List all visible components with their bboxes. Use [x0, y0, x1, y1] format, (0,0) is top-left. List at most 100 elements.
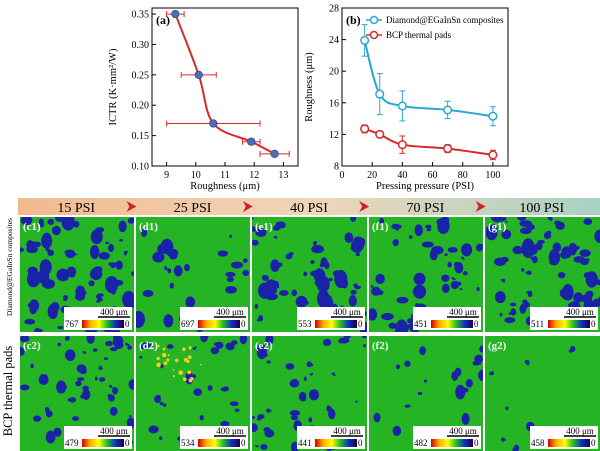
colorbar	[548, 439, 590, 447]
map-spot	[328, 408, 336, 420]
map-spot	[61, 217, 75, 231]
panel-a-ytick-label: 0.15	[132, 131, 150, 142]
map-spot	[24, 318, 36, 325]
map-spot	[423, 379, 428, 383]
map-spot	[448, 264, 452, 267]
pressure-label: 40 PSI	[290, 201, 328, 216]
map-spot	[272, 225, 281, 231]
map-spots	[373, 345, 483, 437]
map-spot	[396, 296, 409, 304]
map-spot	[516, 248, 524, 254]
map-spot	[344, 232, 354, 243]
colorbar-max: 553	[298, 319, 312, 329]
map-spot	[141, 228, 148, 238]
map-spot	[395, 319, 409, 332]
map-spot	[124, 342, 128, 345]
map-spot	[118, 220, 127, 233]
map-spot	[517, 217, 527, 221]
panel-b-frame	[341, 7, 509, 167]
panel-a: 9 10 11 12 13 0.10 0.15 0.20 0.25 0.30 0.35 (a) Ro…	[108, 7, 299, 192]
map-spot	[522, 299, 528, 304]
map-spot	[217, 250, 229, 257]
map-spot	[362, 336, 367, 339]
map-spot	[43, 241, 50, 247]
map-spot	[554, 220, 561, 226]
banner-arrow-icon	[126, 201, 137, 212]
map-label: (f2)	[372, 340, 389, 352]
map-spot	[310, 270, 319, 277]
map-spot	[524, 359, 530, 364]
colorbar-min: 0	[125, 319, 130, 329]
map-spot	[455, 281, 462, 286]
panel-a-point	[194, 70, 203, 79]
map-spot	[92, 348, 98, 352]
map-hotspot	[156, 356, 160, 361]
map-spot	[23, 336, 28, 337]
map-spot	[395, 364, 401, 370]
map-spot	[322, 338, 332, 347]
map-spot	[169, 253, 178, 260]
map-spot	[581, 294, 593, 304]
map-spot	[351, 218, 356, 222]
map-label: (g1)	[488, 221, 507, 233]
map-spot	[310, 260, 315, 264]
map-spot	[93, 228, 103, 236]
map-spot	[474, 361, 482, 366]
map-spot	[500, 256, 509, 263]
panel-b-ytick-label: 8	[334, 162, 339, 173]
map-spot	[33, 415, 42, 422]
map-spot	[110, 386, 113, 389]
map-spot	[502, 280, 506, 283]
map-spot	[548, 249, 561, 266]
map-spot	[340, 279, 346, 284]
map-label: (f1)	[372, 221, 389, 233]
panel-b-point	[397, 101, 407, 111]
map-panel: (d2) 400 μm 534 0	[136, 336, 250, 451]
map-spot	[462, 258, 465, 260]
colorbar-min: 0	[591, 319, 596, 329]
map-spot	[270, 259, 280, 273]
map-panel: (d1) 400 μm 697 0	[136, 217, 250, 332]
map-spot	[242, 269, 250, 277]
map-spot	[355, 400, 358, 403]
legend-marker-bcp	[369, 30, 379, 40]
map-hotspot	[182, 347, 186, 352]
map-spot	[290, 415, 299, 421]
map-spot	[376, 276, 384, 282]
banner-arrow-icon	[475, 201, 486, 212]
map-spot	[575, 294, 583, 300]
map-spot	[395, 224, 402, 229]
map-spot	[252, 417, 254, 419]
row-labels: Diamond@EGaInSn composites BCP thermal p…	[1, 218, 15, 436]
map-hotspot	[187, 355, 192, 360]
map-hotspot	[166, 358, 170, 362]
map-spot	[303, 271, 308, 277]
colorbar-max: 458	[531, 438, 545, 448]
map-hotspot	[188, 346, 192, 350]
panel-b-xtick-label: 0	[340, 170, 345, 181]
map-spot	[376, 290, 384, 296]
map-spot	[547, 217, 551, 219]
map-spot	[348, 295, 357, 307]
map-spot	[573, 245, 580, 250]
map-spot	[408, 235, 413, 239]
legend-marker-diamond	[369, 15, 379, 25]
map-spot	[203, 336, 209, 339]
map-spot	[479, 345, 483, 353]
map-spot	[324, 261, 330, 270]
map-spot	[235, 409, 239, 412]
map-spot	[20, 248, 25, 252]
map-spot	[274, 285, 280, 289]
map-spot	[131, 271, 134, 277]
map-spot	[225, 286, 237, 294]
map-spot	[256, 319, 261, 322]
panel-b-ytick-label: 16	[329, 98, 339, 109]
map-spot	[79, 377, 85, 381]
map-spot	[225, 271, 236, 278]
map-spot	[136, 311, 139, 318]
map-spot	[155, 394, 161, 399]
map-spot	[265, 292, 278, 301]
map-spot	[47, 249, 55, 256]
map-spot	[350, 245, 357, 251]
panel-b-point	[443, 144, 453, 154]
